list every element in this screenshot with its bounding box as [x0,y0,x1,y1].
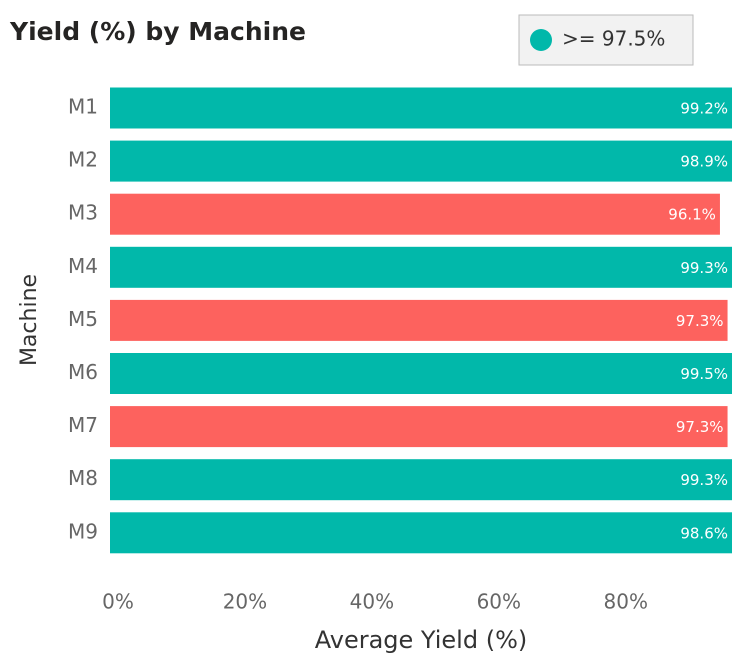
bar [110,406,728,448]
bar [110,193,720,235]
y-tick-label: M5 [68,307,98,331]
x-axis-title: Average Yield (%) [315,626,527,654]
data-label: 99.5% [680,365,728,383]
y-tick-label: M7 [68,413,98,437]
data-label: 99.3% [680,259,728,277]
x-tick-label: 40% [350,590,394,614]
y-tick-label: M6 [68,360,98,384]
bar [110,512,732,554]
data-label: 99.2% [680,100,728,118]
x-tick-label: 20% [223,590,267,614]
y-tick-label: M1 [68,95,98,119]
data-label: 97.3% [676,312,724,330]
bar [110,246,732,288]
x-tick-label: 80% [604,590,648,614]
bar [110,87,732,129]
legend-label: >= 97.5% [562,27,665,51]
data-label: 96.1% [668,206,716,224]
data-label: 98.9% [680,153,728,171]
data-label: 99.3% [680,471,728,489]
chart-title: Yield (%) by Machine [9,17,306,46]
bar [110,140,732,182]
legend-marker [530,29,552,51]
data-label: 98.6% [680,524,728,542]
x-tick-label: 0% [102,590,134,614]
y-tick-label: M3 [68,201,98,225]
y-tick-label: M9 [68,519,98,543]
bar [110,353,732,394]
plot-area [110,87,732,554]
data-label: 97.3% [676,418,724,436]
x-tick-label: 60% [477,590,521,614]
y-axis-title: Machine [17,274,42,366]
bar [110,299,728,341]
y-tick-label: M8 [68,466,98,490]
y-tick-label: M2 [68,148,98,172]
bar [110,459,732,501]
y-tick-label: M4 [68,254,98,278]
